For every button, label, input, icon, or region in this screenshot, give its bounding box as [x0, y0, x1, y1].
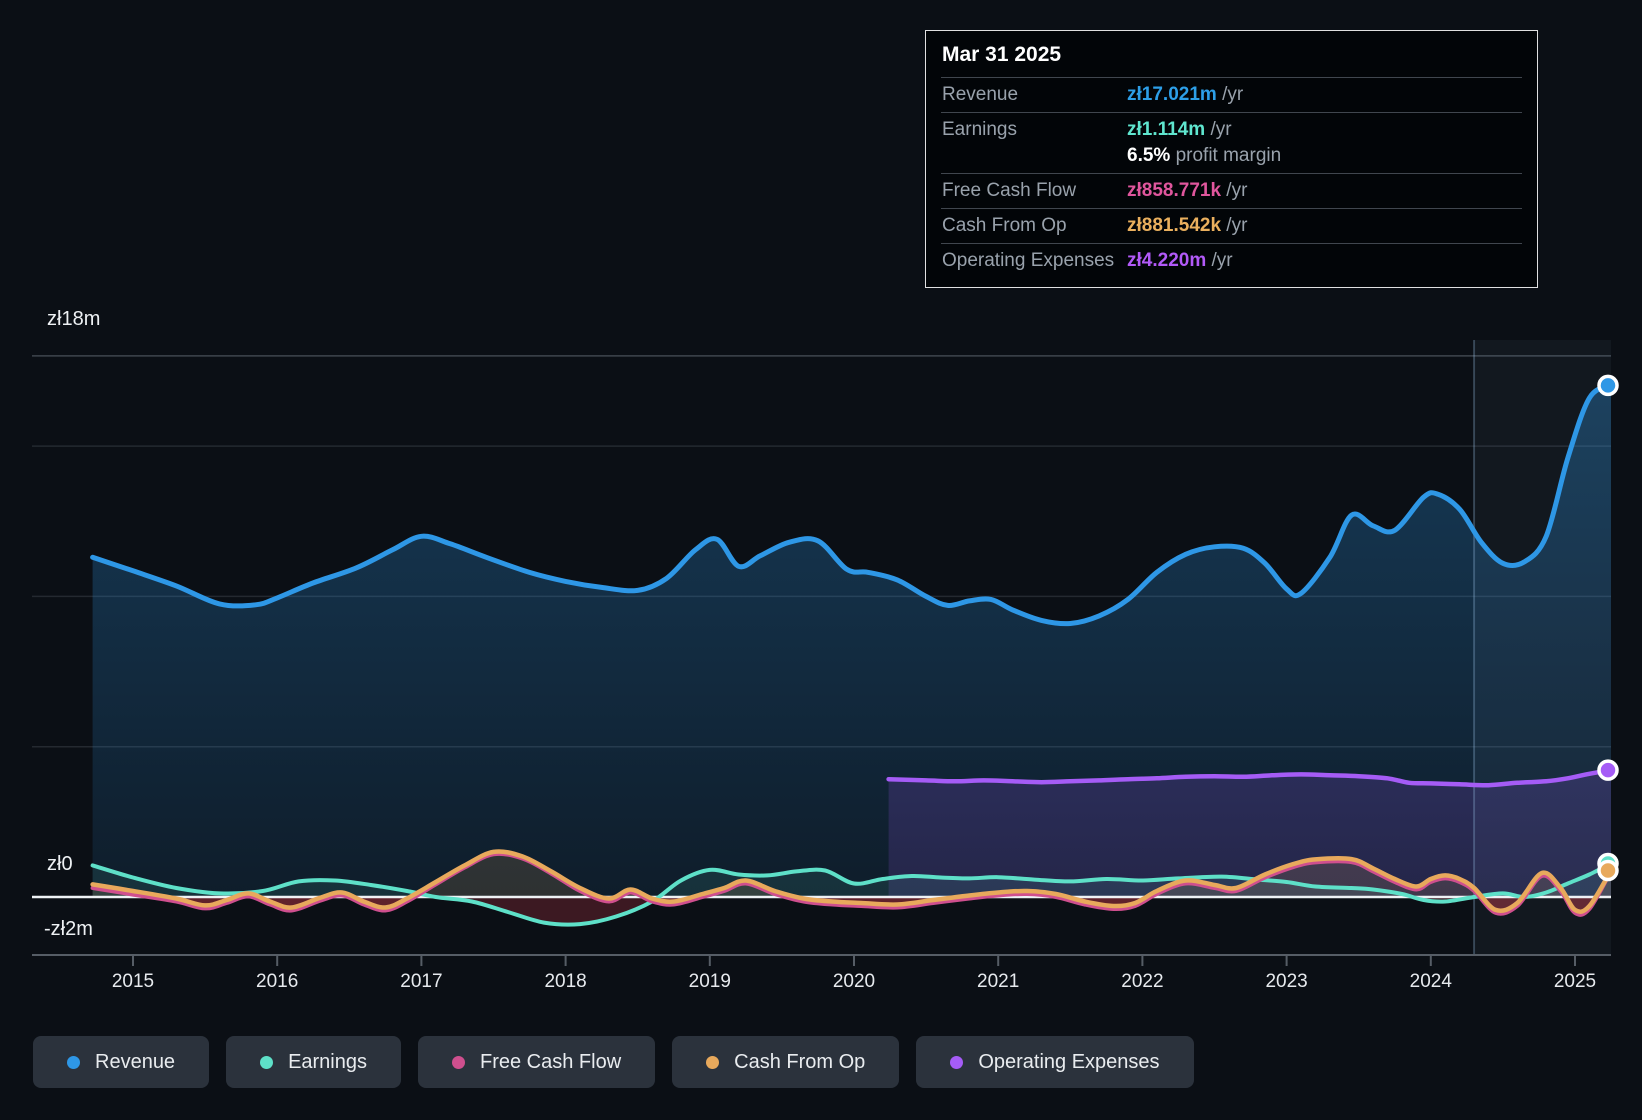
x-axis-year-2015: 2015 — [88, 971, 178, 993]
tooltip-profit-margin-suffix: profit margin — [1170, 145, 1281, 166]
x-axis-year-2024: 2024 — [1386, 971, 1476, 993]
legend-item-cash-from-op[interactable]: Cash From Op — [672, 1036, 899, 1088]
legend-label: Cash From Op — [734, 1051, 865, 1074]
x-axis-year-2017: 2017 — [376, 971, 466, 993]
x-axis-year-2019: 2019 — [665, 971, 755, 993]
tooltip-profit-margin: 6.5% profit margin — [1127, 145, 1281, 167]
tooltip-row-revenue: Revenuezł17.021m /yr — [941, 78, 1522, 113]
legend-dot-icon — [950, 1056, 963, 1069]
x-axis-year-labels: 2015 2016 2017 2018 2019 2020 2021 2022 2023 2024… — [0, 971, 1642, 995]
x-axis-year-2025: 2025 — [1530, 971, 1620, 993]
chart-tooltip: Mar 31 2025 Revenuezł17.021m /yrEarnings… — [925, 30, 1538, 288]
legend-dot-icon — [67, 1056, 80, 1069]
tooltip-row-label: Free Cash Flow — [942, 180, 1127, 202]
legend-item-revenue[interactable]: Revenue — [33, 1036, 209, 1088]
tooltip-row-cash-from-op: Cash From Opzł881.542k /yr — [941, 209, 1522, 244]
tooltip-row-operating-expenses: Operating Expenseszł4.220m /yr — [941, 244, 1522, 278]
x-axis-year-2022: 2022 — [1097, 971, 1187, 993]
tooltip-row-free-cash-flow: Free Cash Flowzł858.771k /yr — [941, 174, 1522, 209]
tooltip-row-value: zł1.114m /yr — [1127, 119, 1232, 141]
tooltip-row-suffix: /yr — [1206, 250, 1232, 271]
legend-item-earnings[interactable]: Earnings — [226, 1036, 401, 1088]
x-axis-year-2021: 2021 — [953, 971, 1043, 993]
tooltip-row-label: Earnings — [942, 119, 1127, 141]
tooltip-row-label: Revenue — [942, 84, 1127, 106]
tooltip-row-suffix: /yr — [1221, 180, 1247, 201]
tooltip-row-value: zł4.220m /yr — [1127, 250, 1233, 272]
x-axis-year-2018: 2018 — [521, 971, 611, 993]
tooltip-row-suffix: /yr — [1217, 84, 1243, 105]
end-marker-revenue — [1599, 376, 1617, 394]
end-marker-cashop — [1599, 862, 1617, 880]
tooltip-row-earnings: Earningszł1.114m /yr 6.5% profit margin — [941, 113, 1522, 174]
tooltip-row-suffix: /yr — [1221, 215, 1247, 236]
legend-label: Operating Expenses — [978, 1051, 1159, 1074]
y-axis-label-neg2m: -zł2m — [44, 918, 93, 940]
legend-dot-icon — [452, 1056, 465, 1069]
y-axis-label-zero: zł0 — [47, 853, 73, 875]
legend-label: Revenue — [95, 1051, 175, 1074]
legend-dot-icon — [260, 1056, 273, 1069]
tooltip-row-value: zł858.771k /yr — [1127, 180, 1247, 202]
x-axis-year-2020: 2020 — [809, 971, 899, 993]
tooltip-date-title: Mar 31 2025 — [941, 31, 1522, 78]
tooltip-row-value: zł17.021m /yr — [1127, 84, 1243, 106]
tooltip-row-label: Cash From Op — [942, 215, 1127, 237]
y-axis-label-18m: zł18m — [47, 308, 100, 330]
tooltip-row-suffix: /yr — [1205, 119, 1231, 140]
legend-label: Free Cash Flow — [480, 1051, 621, 1074]
legend-dot-icon — [706, 1056, 719, 1069]
legend-item-free-cash-flow[interactable]: Free Cash Flow — [418, 1036, 655, 1088]
legend-item-operating-expenses[interactable]: Operating Expenses — [916, 1036, 1193, 1088]
x-axis-year-2023: 2023 — [1242, 971, 1332, 993]
tooltip-row-value: zł881.542k /yr — [1127, 215, 1247, 237]
chart-legend: Revenue Earnings Free Cash Flow Cash From O… — [33, 1036, 1194, 1088]
financial-history-chart: zł18m zł0 -zł2m 2015 2016 2017 2018 2019 2020… — [0, 0, 1642, 1120]
highlight-region — [1474, 340, 1611, 955]
tooltip-row-label: Operating Expenses — [942, 250, 1127, 272]
x-axis-year-2016: 2016 — [232, 971, 322, 993]
end-marker-opex — [1599, 761, 1617, 779]
legend-label: Earnings — [288, 1051, 367, 1074]
